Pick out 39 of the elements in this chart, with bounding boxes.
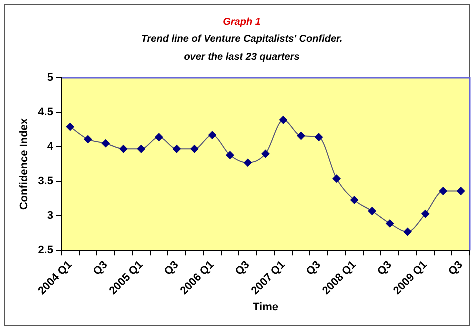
y-axis-title: Confidence Index xyxy=(18,118,31,210)
point xyxy=(297,132,306,140)
point xyxy=(439,187,448,196)
point xyxy=(137,145,146,154)
point xyxy=(262,150,270,158)
y-tick-label: 4.5 xyxy=(38,106,54,119)
x-tick-label: Q3 xyxy=(233,259,252,278)
point xyxy=(172,145,181,154)
point xyxy=(155,133,164,142)
point xyxy=(332,174,341,183)
y-tick-label: 3.5 xyxy=(38,176,54,188)
point xyxy=(244,158,252,167)
point xyxy=(368,207,376,216)
point xyxy=(120,145,128,154)
point xyxy=(280,116,288,124)
point xyxy=(404,228,412,236)
x-tick-label: Q3 xyxy=(375,259,394,278)
point xyxy=(350,196,359,204)
point xyxy=(315,133,324,142)
point xyxy=(422,210,430,218)
chart-title: Graph 1 xyxy=(223,16,262,28)
point xyxy=(190,145,199,154)
y-tick-label: 5 xyxy=(47,72,54,84)
point xyxy=(66,123,74,132)
point xyxy=(386,220,394,228)
chart-subtitle: Trend line of Venture Capitalists' Confider. over the last 23 quarters xyxy=(141,34,343,63)
y-tick-label: 2.5 xyxy=(38,244,54,257)
x-axis-title: Time xyxy=(253,301,278,314)
x-tick-label: Q3 xyxy=(91,259,110,278)
x-tick-label: Q3 xyxy=(446,259,466,278)
point xyxy=(457,187,466,196)
point xyxy=(208,131,216,140)
point xyxy=(226,151,234,160)
x-tick-label: Q3 xyxy=(162,259,182,278)
y-tick-label: 4 xyxy=(47,141,54,154)
y-tick-label: 3 xyxy=(47,210,54,222)
x-tick-label: Q3 xyxy=(304,259,324,278)
point xyxy=(84,135,92,144)
point xyxy=(102,140,110,148)
